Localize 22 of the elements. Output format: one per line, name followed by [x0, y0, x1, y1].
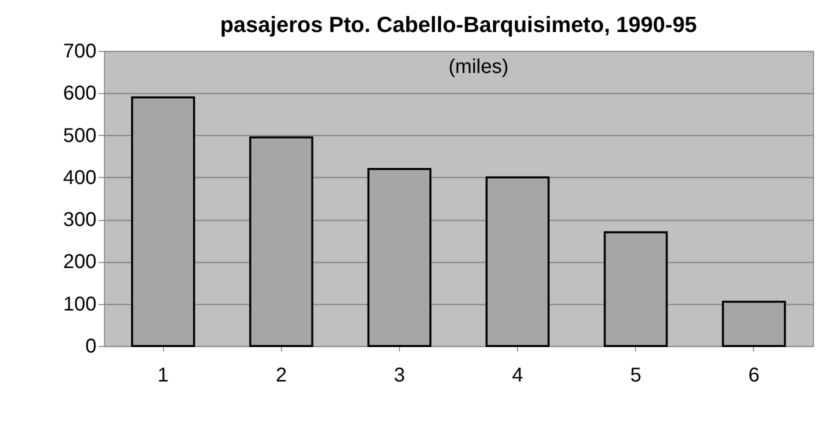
y-tick-label: 500 — [63, 124, 96, 147]
bar — [486, 176, 550, 347]
bar — [604, 231, 668, 347]
y-tick-label: 0 — [85, 336, 96, 358]
y-tick-label: 100 — [63, 293, 96, 316]
bar — [367, 168, 432, 347]
x-tick-label: 6 — [748, 364, 760, 386]
x-tick-label: 4 — [512, 364, 524, 386]
x-tick-label: 3 — [394, 364, 405, 386]
chart-title: pasajeros Pto. Cabello-Barquisimeto, 1990-95 — [220, 12, 697, 37]
bar — [131, 96, 196, 347]
bar — [249, 136, 314, 347]
x-tick-label: 5 — [630, 364, 642, 386]
y-tick-label: 700 — [63, 40, 96, 62]
y-tick-label: 400 — [63, 166, 96, 189]
y-tick-label: 600 — [63, 82, 96, 105]
y-tick-label: 300 — [63, 209, 96, 232]
y-tick-label: 200 — [63, 251, 96, 274]
chart-subtitle: (miles) — [448, 56, 508, 78]
x-tick-label: 2 — [276, 364, 287, 386]
bar — [722, 300, 786, 347]
x-tick-label: 1 — [158, 364, 169, 386]
